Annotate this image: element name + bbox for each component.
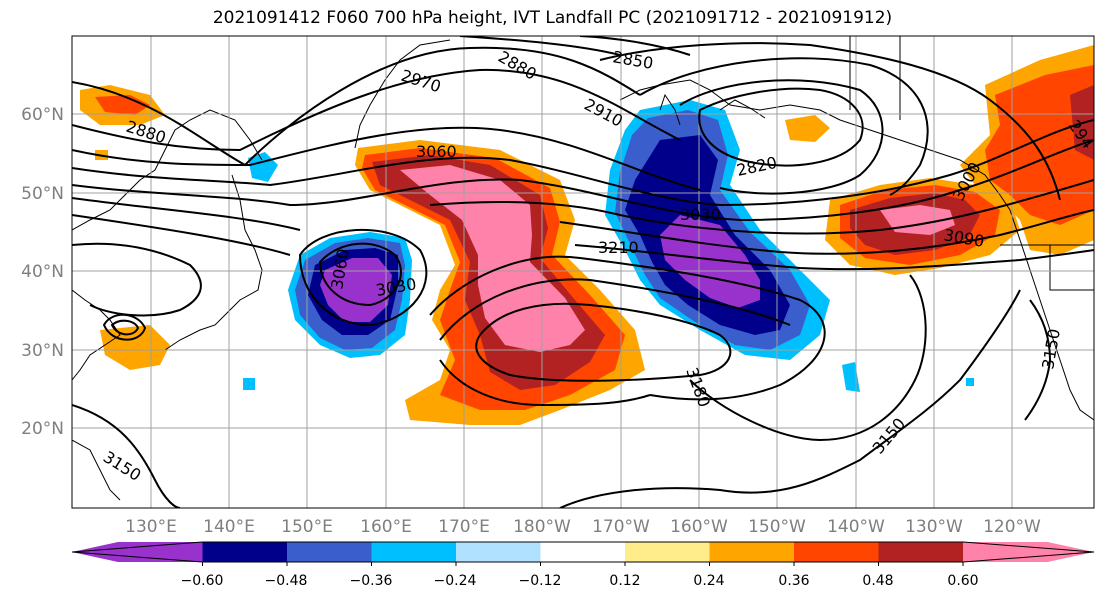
colorbar-bin — [540, 542, 626, 562]
map-panel — [72, 36, 1094, 508]
lon-label: 160°W — [670, 517, 728, 537]
contour-label: 3030 — [680, 205, 721, 224]
lon-label: 140°W — [827, 517, 885, 537]
lon-label: 140°E — [203, 517, 255, 537]
colorbar-bin — [709, 542, 795, 562]
contour-label: 3060 — [416, 142, 457, 161]
contour-label: 3210 — [598, 238, 639, 257]
colorbar-bin — [371, 542, 457, 562]
lon-label: 150°E — [281, 517, 333, 537]
colorbar-tick-label: 0.48 — [862, 573, 893, 589]
colorbar-bin — [794, 542, 879, 562]
colorbar-bin — [202, 542, 288, 562]
colorbar-tick-labels: −0.60 −0.48 −0.36 −0.24 −0.12 0.12 0.24 … — [181, 573, 979, 589]
colorbar-tick-label: −0.36 — [350, 573, 393, 589]
colorbar-tick-label: 0.12 — [609, 573, 640, 589]
colorbar-extend-max — [963, 542, 1094, 562]
colorbar-bin — [456, 542, 541, 562]
map-frame — [71, 35, 1095, 509]
lat-label: 40°N — [21, 262, 64, 282]
colorbar — [71, 541, 1095, 566]
lon-label: 170°W — [592, 517, 650, 537]
lon-label: 170°E — [438, 517, 490, 537]
lat-label: 30°N — [21, 341, 64, 361]
coastlines — [72, 36, 1094, 501]
colorbar-extend-min — [72, 542, 203, 562]
longitude-labels: 130°E 140°E 150°E 160°E 170°E 180°W 170°… — [125, 517, 1041, 537]
graticule — [72, 36, 1094, 508]
colorbar-tick-label: 0.24 — [693, 573, 724, 589]
colorbar-bin — [878, 542, 964, 562]
lon-label: 130°E — [125, 517, 177, 537]
lat-label: 60°N — [21, 105, 64, 125]
lon-label: 120°W — [983, 517, 1041, 537]
colorbar-tick-label: 0.36 — [778, 573, 809, 589]
lon-label: 130°W — [905, 517, 963, 537]
lon-label: 180°W — [513, 517, 571, 537]
lat-label: 20°N — [21, 419, 64, 439]
height-contours — [72, 36, 1094, 508]
colorbar-tick-label: −0.12 — [519, 573, 562, 589]
colorbar-bin — [287, 542, 372, 562]
lat-label: 50°N — [21, 184, 64, 204]
colorbar-tick-label: 0.60 — [947, 573, 978, 589]
map-title: 2021091412 F060 700 hPa height, IVT Land… — [212, 8, 893, 28]
colorbar-tick-label: −0.60 — [181, 573, 224, 589]
latitude-labels: 60°N 50°N 40°N 30°N 20°N — [21, 105, 64, 439]
colorbar-tick-label: −0.48 — [265, 573, 308, 589]
colorbar-bin — [625, 542, 710, 562]
lon-label: 160°E — [360, 517, 412, 537]
colorbar-tick-label: −0.24 — [434, 573, 477, 589]
lon-label: 150°W — [748, 517, 806, 537]
